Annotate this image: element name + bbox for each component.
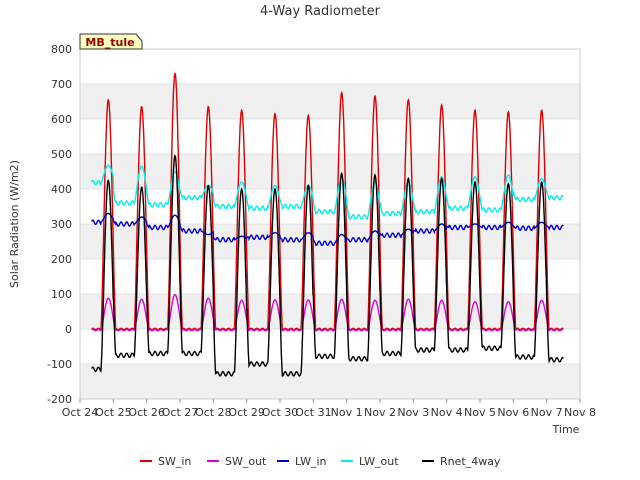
y-tick-label: 200 xyxy=(51,253,72,266)
plot-frame xyxy=(79,48,581,400)
site-label-text: MB_tule xyxy=(85,36,134,49)
x-tick-label: Oct 29 xyxy=(228,406,265,419)
y-tick-label: 100 xyxy=(51,288,72,301)
x-tick-label: Oct 26 xyxy=(128,406,165,419)
legend: SW_in SW_out LW_in LW_out Rnet_4way xyxy=(140,455,501,468)
x-tick-label: Nov 5 xyxy=(464,406,496,419)
x-tick-label: Oct 25 xyxy=(95,406,132,419)
legend-label: LW_in xyxy=(295,455,327,468)
x-tick-label: Nov 2 xyxy=(364,406,396,419)
background-band xyxy=(80,364,580,399)
y-tick-label: 600 xyxy=(51,113,72,126)
x-tick-label: Oct 24 xyxy=(62,406,99,419)
background-band xyxy=(80,49,580,84)
y-tick-label: 800 xyxy=(51,43,72,56)
chart-title: 4-Way Radiometer xyxy=(260,4,381,19)
x-tick-label: Nov 8 xyxy=(564,406,596,419)
x-tick-label: Oct 28 xyxy=(195,406,232,419)
x-axis-label: Time xyxy=(552,423,580,436)
series-line-rnet_4way xyxy=(91,154,564,377)
series-line-lw_out xyxy=(91,164,564,220)
y-tick-label: -100 xyxy=(47,358,72,371)
background-band xyxy=(80,84,580,119)
series-lines xyxy=(91,72,564,377)
y-tick-label: 0 xyxy=(65,323,72,336)
legend-label: LW_out xyxy=(359,455,399,468)
y-tick-label: 500 xyxy=(51,148,72,161)
background-band xyxy=(80,119,580,154)
site-label-badge: MB_tule xyxy=(79,33,143,50)
background-band xyxy=(80,259,580,294)
background-band xyxy=(80,294,580,329)
x-tick-label: Nov 3 xyxy=(397,406,429,419)
y-tick-label: 300 xyxy=(51,218,72,231)
y-axis-label: Solar Radiation (W/m2) xyxy=(8,160,21,288)
legend-label: Rnet_4way xyxy=(440,455,501,468)
y-tick-label: -200 xyxy=(47,393,72,406)
x-tick-label: Oct 27 xyxy=(162,406,199,419)
y-tick-label: 700 xyxy=(51,78,72,91)
background-band xyxy=(80,329,580,364)
x-tick-label: Nov 4 xyxy=(431,406,463,419)
y-tick-label: 400 xyxy=(51,183,72,196)
legend-label: SW_out xyxy=(225,455,267,468)
x-tick-label: Nov 1 xyxy=(331,406,363,419)
y-axis-ticks: -200 -100 0 100 200 300 400 500 600 700 800 xyxy=(47,43,72,406)
x-tick-label: Nov 7 xyxy=(531,406,563,419)
series-line-sw_out xyxy=(91,293,564,332)
series-line-lw_in xyxy=(91,212,564,247)
x-tick-label: Oct 30 xyxy=(262,406,299,419)
x-tick-label: Nov 6 xyxy=(497,406,529,419)
x-tick-label: Oct 31 xyxy=(295,406,332,419)
legend-label: SW_in xyxy=(158,455,191,468)
background-band xyxy=(80,154,580,189)
